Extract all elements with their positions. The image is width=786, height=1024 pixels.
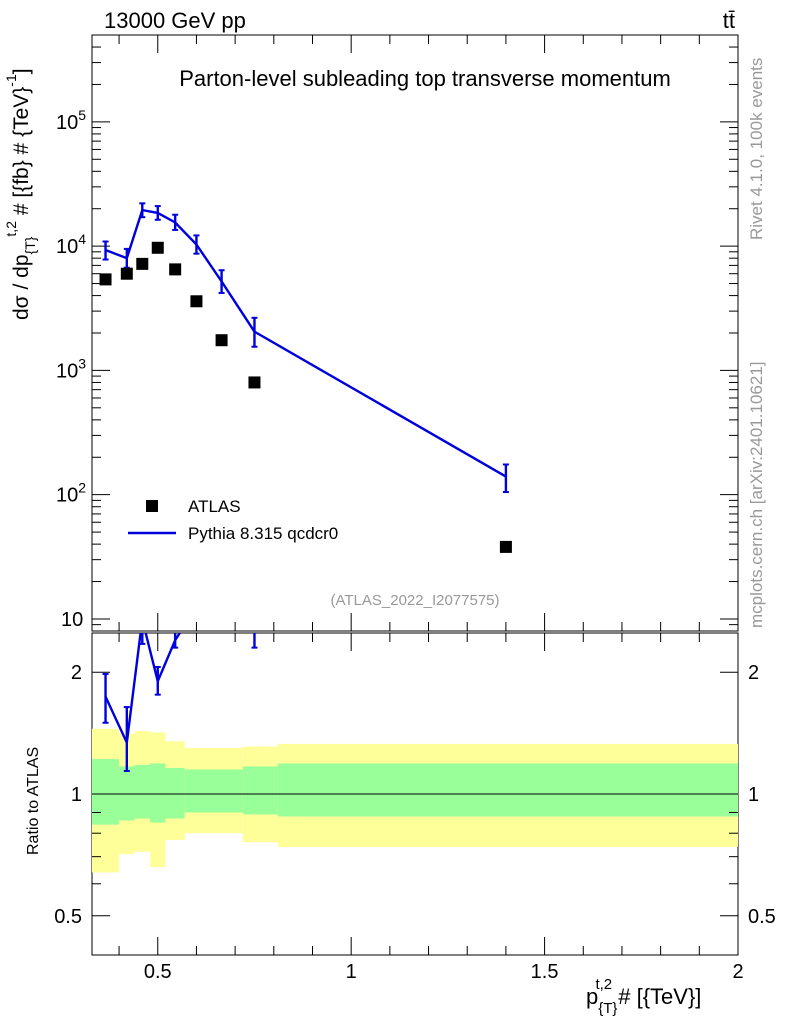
legend: ATLAS Pythia 8.315 qcdcr0	[128, 497, 338, 543]
ratio-band-inner	[150, 763, 166, 823]
ratio-band-inner	[208, 769, 243, 813]
analysis-label: (ATLAS_2022_I2077575)	[330, 592, 499, 609]
ratio-y-axis-label: Ratio to ATLAS	[25, 747, 42, 855]
ratio-band-inner	[184, 769, 209, 813]
y-tick-label: 10	[61, 609, 83, 631]
x-tick-label: 1.5	[531, 961, 559, 983]
atlas-point	[215, 334, 228, 347]
x-axis-label: p{T}t,2 # [{TeV}]	[586, 976, 701, 1017]
ratio-tick-label-left: 1	[71, 784, 82, 806]
y-tick-label: 105	[56, 107, 86, 134]
ratio-tick-label-right: 1	[748, 784, 759, 806]
atlas-point	[248, 376, 261, 389]
ratio-tick-label-left: 0.5	[54, 906, 82, 928]
chart-title: Parton-level subleading top transverse m…	[179, 66, 671, 91]
ratio-band-inner	[134, 764, 151, 819]
y-tick-label: 102	[56, 480, 86, 507]
atlas-point	[190, 295, 203, 308]
atlas-point	[151, 241, 164, 254]
ratio-band-inner	[119, 766, 135, 821]
atlas-point	[499, 540, 512, 553]
ratio-band-inner	[242, 766, 278, 815]
x-tick-label: 0.5	[144, 961, 172, 983]
mcplots-label: mcplots.cern.ch [arXiv:2401.10621]	[747, 362, 766, 628]
rivet-label: Rivet 4.1.0, 100k events	[747, 58, 766, 240]
header-right: tt̄	[723, 8, 735, 33]
pythia-line	[105, 208, 507, 478]
ratio-tick-label-right: 2	[748, 662, 759, 684]
y-axis-label: dσ / dp{T}t,2 # [{fb} # {TeV}-1]	[3, 68, 38, 320]
ratio-band-inner	[165, 767, 185, 819]
x-tick-label: 1	[346, 961, 357, 983]
ratio-band-inner	[277, 763, 738, 817]
atlas-point	[136, 257, 149, 270]
ratio-band-inner	[92, 759, 120, 825]
ratio-tick-label-left: 2	[71, 662, 82, 684]
x-tick-label: 2	[732, 961, 743, 983]
legend-label-pythia: Pythia 8.315 qcdcr0	[188, 524, 338, 543]
header-left: 13000 GeV pp	[104, 8, 246, 33]
atlas-point	[169, 263, 182, 276]
y-tick-label: 104	[56, 231, 86, 258]
atlas-point	[120, 267, 133, 280]
atlas-point	[99, 273, 112, 286]
legend-marker-atlas	[146, 500, 158, 512]
y-tick-label: 103	[56, 355, 86, 382]
ratio-tick-label-right: 0.5	[748, 906, 776, 928]
pythia-ratio-line	[104, 633, 182, 747]
legend-label-atlas: ATLAS	[188, 497, 241, 516]
